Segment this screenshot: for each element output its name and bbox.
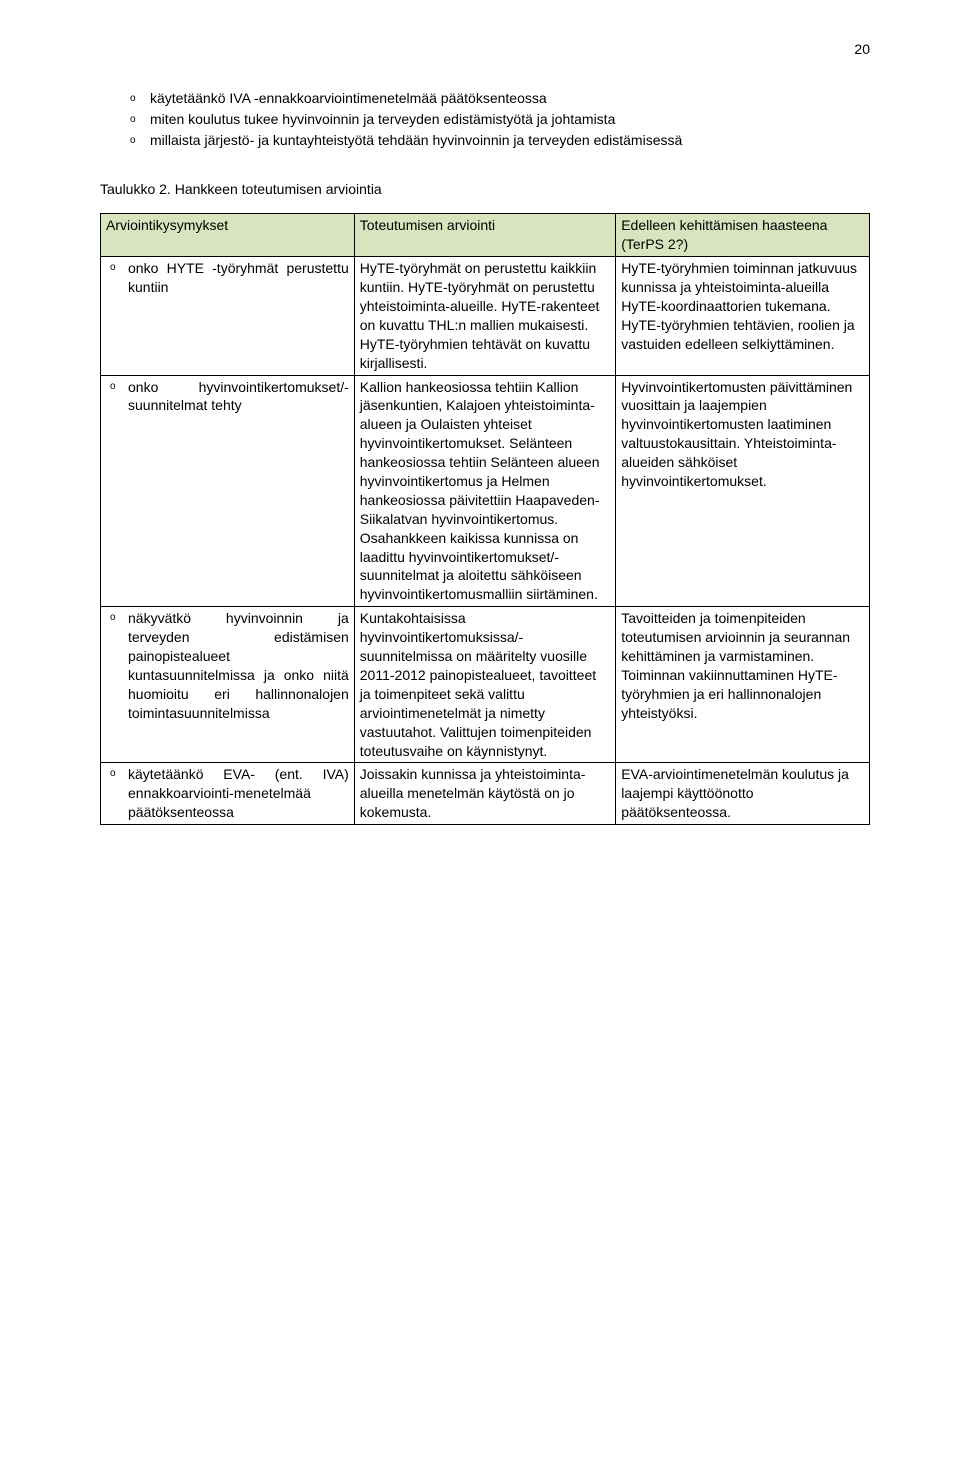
table-header-row: Arviointikysymykset Toteutumisen arvioin… bbox=[101, 214, 870, 257]
challenge-cell: EVA-arviointimenetelmän koulutus ja laaj… bbox=[616, 763, 870, 825]
header-challenge: Edelleen kehittämisen haasteena (TerPS 2… bbox=[616, 214, 870, 257]
question-text: näkyvätkö hyvinvoinnin ja terveyden edis… bbox=[106, 609, 349, 722]
question-cell: onko hyvinvointikertomukset/-suunnitelma… bbox=[101, 375, 355, 607]
header-questions: Arviointikysymykset bbox=[101, 214, 355, 257]
evaluation-cell: HyTE-työryhmät on perustettu kaikkiin ku… bbox=[354, 257, 615, 375]
intro-list: käytetäänkö IVA -ennakkoarviointimenetel… bbox=[100, 89, 870, 150]
evaluation-cell: Kallion hankeosiossa tehtiin Kallion jäs… bbox=[354, 375, 615, 607]
table-row: onko HYTE -työryhmät perustettu kuntiin … bbox=[101, 257, 870, 375]
table-row: näkyvätkö hyvinvoinnin ja terveyden edis… bbox=[101, 607, 870, 763]
challenge-cell: HyTE-työryhmien toiminnan jatkuvuus kunn… bbox=[616, 257, 870, 375]
question-text: käytetäänkö EVA- (ent. IVA) ennakkoarvio… bbox=[106, 765, 349, 822]
challenge-cell: Hyvinvointikertomusten päivittäminen vuo… bbox=[616, 375, 870, 607]
table-row: käytetäänkö EVA- (ent. IVA) ennakkoarvio… bbox=[101, 763, 870, 825]
intro-item: millaista järjestö- ja kuntayhteistyötä … bbox=[130, 131, 870, 150]
intro-item: käytetäänkö IVA -ennakkoarviointimenetel… bbox=[130, 89, 870, 108]
evaluation-table: Arviointikysymykset Toteutumisen arvioin… bbox=[100, 213, 870, 825]
table-row: onko hyvinvointikertomukset/-suunnitelma… bbox=[101, 375, 870, 607]
question-cell: näkyvätkö hyvinvoinnin ja terveyden edis… bbox=[101, 607, 355, 763]
header-evaluation: Toteutumisen arviointi bbox=[354, 214, 615, 257]
table-caption: Taulukko 2. Hankkeen toteutumisen arvioi… bbox=[100, 180, 870, 199]
question-text: onko HYTE -työryhmät perustettu kuntiin bbox=[106, 259, 349, 297]
question-cell: onko HYTE -työryhmät perustettu kuntiin bbox=[101, 257, 355, 375]
evaluation-cell: Joissakin kunnissa ja yhteistoiminta-alu… bbox=[354, 763, 615, 825]
evaluation-cell: Kuntakohtaisissa hyvinvointikertomuksiss… bbox=[354, 607, 615, 763]
intro-item: miten koulutus tukee hyvinvoinnin ja ter… bbox=[130, 110, 870, 129]
page-number: 20 bbox=[100, 40, 870, 59]
question-text: onko hyvinvointikertomukset/-suunnitelma… bbox=[106, 378, 349, 416]
question-cell: käytetäänkö EVA- (ent. IVA) ennakkoarvio… bbox=[101, 763, 355, 825]
challenge-cell: Tavoitteiden ja toimenpiteiden toteutumi… bbox=[616, 607, 870, 763]
